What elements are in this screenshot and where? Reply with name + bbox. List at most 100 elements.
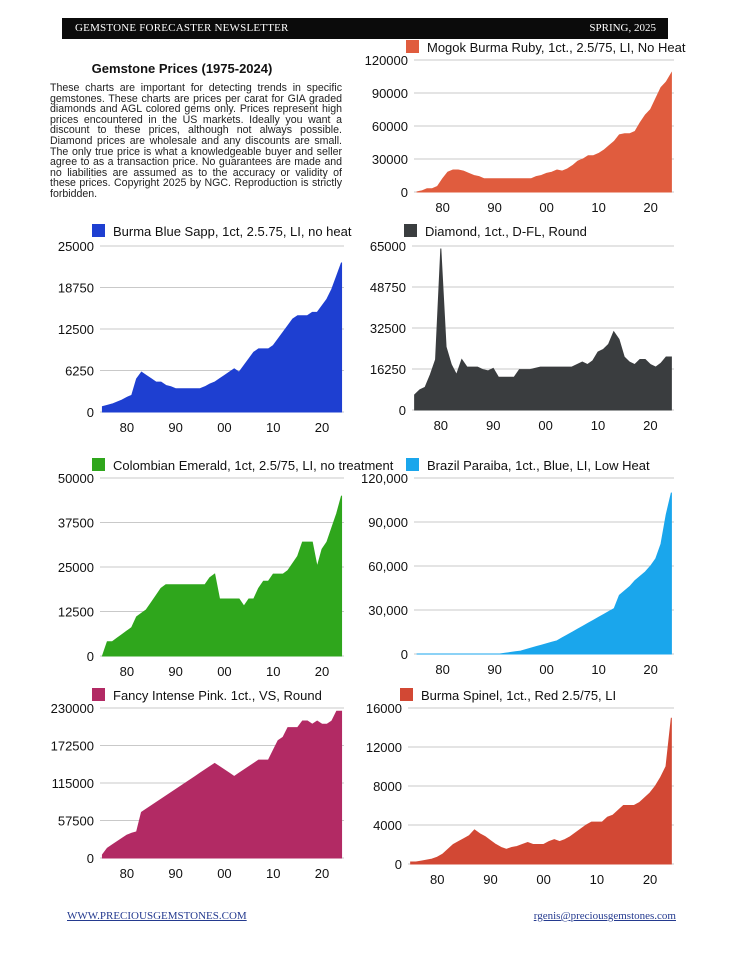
- x-tick-label: 20: [315, 664, 329, 679]
- y-tick-label: 25000: [58, 560, 94, 575]
- y-tick-label: 0: [87, 405, 94, 420]
- chart-diamond: Diamond, 1ct., D-FL, Round 0 16250 32500 487…: [360, 224, 680, 444]
- y-tick-label: 48750: [370, 280, 406, 295]
- y-tick-label: 16000: [366, 701, 402, 716]
- y-tick-label: 172500: [51, 739, 94, 754]
- x-tick-label: 20: [315, 866, 329, 881]
- legend-label: Diamond, 1ct., D-FL, Round: [425, 224, 587, 239]
- y-tick-label: 120000: [365, 53, 408, 68]
- y-tick-label: 0: [395, 857, 402, 872]
- x-tick-label: 00: [539, 200, 553, 215]
- x-tick-label: 80: [435, 200, 449, 215]
- area-series-ruby: [416, 71, 672, 193]
- chart-spinel: Burma Spinel, 1ct., Red 2.5/75, LI 0 4000 8…: [360, 688, 680, 898]
- x-tick-label: 00: [539, 662, 553, 677]
- x-tick-label: 20: [643, 418, 657, 433]
- y-tick-label: 18750: [58, 281, 94, 296]
- legend-swatch: [406, 458, 419, 471]
- legend-label: Brazil Paraiba, 1ct., Blue, LI, Low Heat: [427, 458, 650, 473]
- area-series-paraiba: [416, 492, 672, 655]
- y-tick-label: 30,000: [368, 603, 408, 618]
- area-series-pink: [101, 710, 343, 859]
- x-tick-label: 20: [315, 420, 329, 435]
- area-series-diamond: [414, 248, 672, 411]
- intro-title: Gemstone Prices (1975-2024): [91, 61, 273, 76]
- legend-ruby: Mogok Burma Ruby, 1ct., 2.5/75, LI, No H…: [406, 40, 685, 55]
- x-tick-label: 10: [591, 200, 605, 215]
- x-tick-label: 20: [643, 872, 657, 887]
- x-tick-label: 10: [266, 866, 280, 881]
- x-tick-label: 00: [536, 872, 550, 887]
- legend-swatch: [92, 688, 105, 701]
- plot-spinel: 0 4000 8000 12000 16000 80 90 00 10 20: [366, 701, 674, 887]
- x-tick-label: 80: [435, 662, 449, 677]
- plot-emerald: 0 12500 25000 37500 50000 80 90 00 10 20: [58, 471, 344, 679]
- x-tick-label: 90: [168, 866, 182, 881]
- x-tick-label: 00: [217, 664, 231, 679]
- plot-diamond: 0 16250 32500 48750 65000 80 90 00 10 20: [370, 239, 674, 433]
- area-series-sapphire: [101, 262, 343, 413]
- plot-pink: 0 57500 115000 172500 230000 80 90 00 10 20: [51, 701, 344, 881]
- legend-paraiba: Brazil Paraiba, 1ct., Blue, LI, Low Heat: [406, 458, 650, 473]
- legend-label: Burma Spinel, 1ct., Red 2.5/75, LI: [421, 688, 617, 703]
- legend-label: Mogok Burma Ruby, 1ct., 2.5/75, LI, No H…: [427, 40, 686, 55]
- legend-swatch: [406, 40, 419, 53]
- x-tick-label: 80: [120, 664, 134, 679]
- y-tick-label: 0: [87, 649, 94, 664]
- y-tick-label: 4000: [373, 818, 402, 833]
- legend-spinel: Burma Spinel, 1ct., Red 2.5/75, LI: [400, 688, 616, 703]
- legend-swatch: [400, 688, 413, 701]
- x-tick-label: 80: [430, 872, 444, 887]
- x-tick-label: 90: [487, 662, 501, 677]
- chart-paraiba: Brazil Paraiba, 1ct., Blue, LI, Low Heat…: [360, 458, 680, 688]
- y-tick-label: 0: [87, 851, 94, 866]
- plot-ruby: 0 30000 60000 90000 120000 80 90 00 10 20: [365, 53, 674, 215]
- x-tick-label: 90: [486, 418, 500, 433]
- website-link[interactable]: WWW.PRECIOUSGEMSTONES.COM: [67, 910, 247, 922]
- y-tick-label: 37500: [58, 516, 94, 531]
- legend-sapphire: Burma Blue Sapp, 1ct, 2.5.75, LI, no hea…: [92, 224, 352, 239]
- y-tick-label: 60000: [372, 119, 408, 134]
- x-tick-label: 00: [217, 866, 231, 881]
- x-tick-label: 90: [168, 420, 182, 435]
- legend-diamond: Diamond, 1ct., D-FL, Round: [404, 224, 587, 239]
- plot-paraiba: 0 30,000 60,000 90,000 120,000 80 90 00 10 20: [361, 471, 674, 677]
- area-series-spinel: [410, 717, 672, 865]
- y-tick-label: 16250: [370, 362, 406, 377]
- chart-sapphire: Burma Blue Sapp, 1ct, 2.5.75, LI, no hea…: [42, 224, 360, 444]
- x-tick-label: 20: [643, 662, 657, 677]
- x-tick-label: 80: [120, 420, 134, 435]
- y-tick-label: 230000: [51, 701, 94, 716]
- legend-swatch: [92, 458, 105, 471]
- chart-emerald: Colombian Emerald, 1ct, 2.5/75, LI, no t…: [42, 458, 393, 688]
- x-tick-label: 20: [643, 200, 657, 215]
- y-tick-label: 65000: [370, 239, 406, 254]
- x-tick-label: 00: [538, 418, 552, 433]
- y-tick-label: 0: [399, 403, 406, 418]
- y-tick-label: 8000: [373, 779, 402, 794]
- email-link[interactable]: rgenis@preciousgemstones.com: [533, 910, 676, 922]
- x-tick-label: 00: [217, 420, 231, 435]
- y-tick-label: 60,000: [368, 559, 408, 574]
- x-tick-label: 90: [487, 200, 501, 215]
- plot-sapphire: 0 6250 12500 18750 25000 80 90 00 10 20: [58, 239, 344, 435]
- y-tick-label: 12500: [58, 322, 94, 337]
- legend-emerald: Colombian Emerald, 1ct, 2.5/75, LI, no t…: [92, 458, 393, 473]
- y-tick-label: 6250: [65, 364, 94, 379]
- y-tick-label: 57500: [58, 814, 94, 829]
- x-tick-label: 80: [434, 418, 448, 433]
- y-tick-label: 90000: [372, 86, 408, 101]
- y-tick-label: 12000: [366, 740, 402, 755]
- x-tick-label: 90: [483, 872, 497, 887]
- x-tick-label: 10: [591, 662, 605, 677]
- y-tick-label: 30000: [372, 152, 408, 167]
- legend-label: Fancy Intense Pink. 1ct., VS, Round: [113, 688, 322, 703]
- y-tick-label: 90,000: [368, 515, 408, 530]
- legend-pink: Fancy Intense Pink. 1ct., VS, Round: [92, 688, 322, 703]
- area-series-emerald: [101, 495, 343, 657]
- x-tick-label: 10: [266, 420, 280, 435]
- legend-swatch: [92, 224, 105, 237]
- legend-label: Colombian Emerald, 1ct, 2.5/75, LI, no t…: [113, 458, 394, 473]
- newsletter-title: GEMSTONE FORECASTER NEWSLETTER: [75, 22, 289, 34]
- y-tick-label: 120,000: [361, 471, 408, 486]
